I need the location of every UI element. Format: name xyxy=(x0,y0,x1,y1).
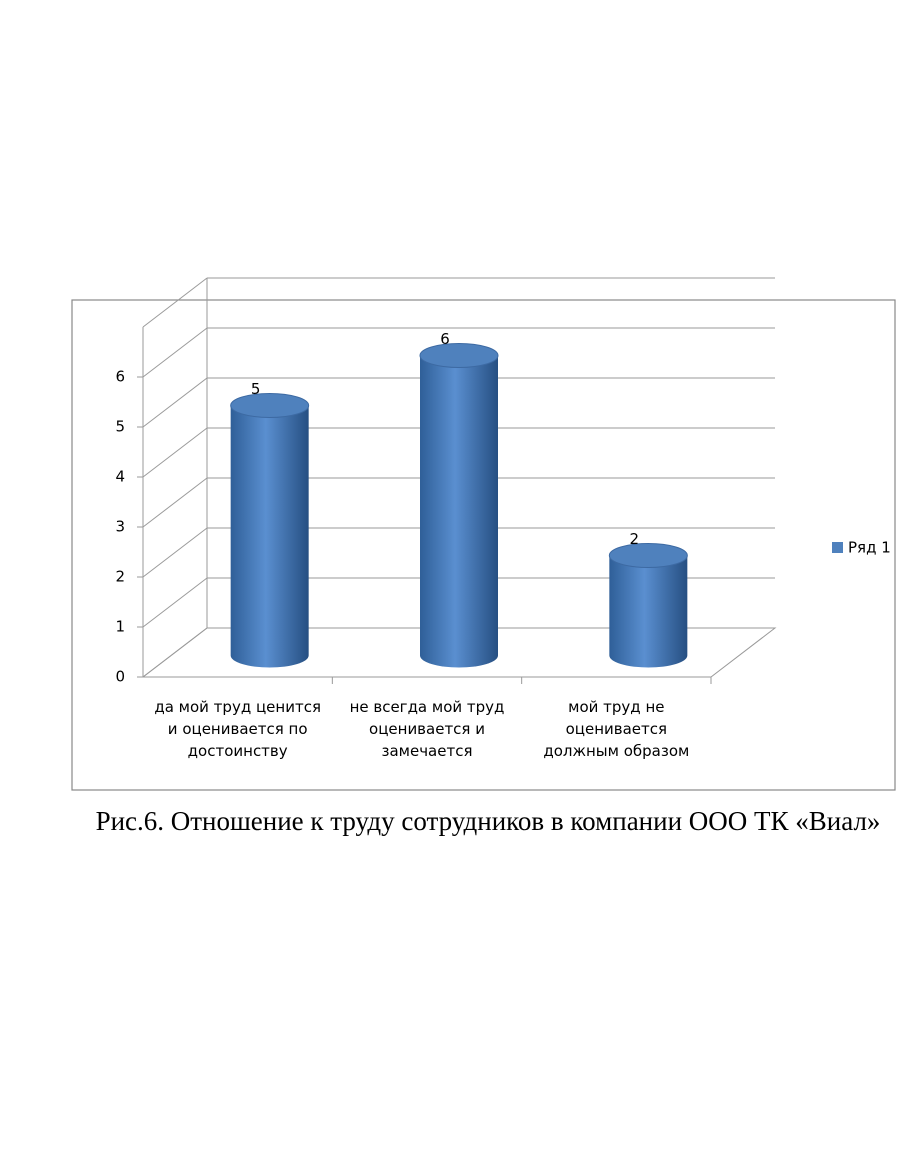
grid-line xyxy=(142,527,208,578)
grid-line xyxy=(142,427,208,478)
y-tick-label: 3 xyxy=(115,518,125,536)
grid-line xyxy=(142,327,208,378)
value-label: 5 xyxy=(251,380,261,398)
y-tick-label: 0 xyxy=(115,668,125,686)
legend-label: Ряд 1 xyxy=(848,539,891,557)
legend-swatch xyxy=(832,542,843,553)
value-label: 6 xyxy=(440,330,450,348)
grid-line xyxy=(142,377,208,428)
caption: Рис.6. Отношение к труду сотрудников в к… xyxy=(95,806,881,836)
grid-line xyxy=(142,577,208,628)
y-tick-label: 5 xyxy=(115,418,125,436)
wall-edge xyxy=(142,277,208,328)
bar xyxy=(419,343,499,668)
x-tick-label: не всегда мой труд оценивается и замечае… xyxy=(349,698,505,760)
cylinder-top xyxy=(608,543,688,568)
grid-line xyxy=(142,627,208,678)
cylinder-top xyxy=(419,343,499,368)
bar xyxy=(608,543,688,668)
y-tick-label: 2 xyxy=(115,568,125,586)
cylinder-body xyxy=(420,355,498,668)
cylinder-top xyxy=(230,393,310,418)
cylinder-body xyxy=(609,555,688,668)
x-tick-label: да мой труд ценится и оценивается по дос… xyxy=(154,698,321,760)
grid-line xyxy=(142,477,208,528)
y-tick-label: 1 xyxy=(115,618,125,636)
cylinder-body xyxy=(230,405,309,668)
value-label: 2 xyxy=(630,530,640,548)
y-tick-label: 6 xyxy=(115,368,125,386)
x-tick-label: мой труд не оценивается должным образом xyxy=(543,698,690,760)
y-tick-label: 4 xyxy=(115,468,125,486)
bar xyxy=(230,393,310,668)
